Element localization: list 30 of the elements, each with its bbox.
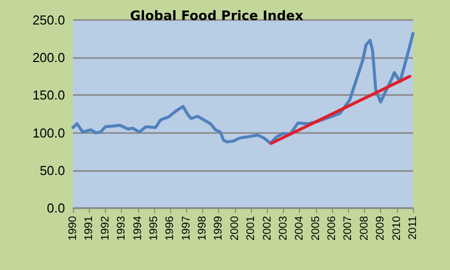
y-tick-label: 150.0 bbox=[32, 88, 65, 103]
x-tick-label: 2002 bbox=[261, 216, 274, 240]
y-tick-label: 250.0 bbox=[32, 12, 65, 28]
x-tick-label: 1997 bbox=[180, 216, 192, 240]
x-tick-label: 1993 bbox=[116, 216, 128, 240]
chart-title: Global Food Price Index bbox=[130, 9, 304, 24]
x-tick-label: 1998 bbox=[196, 216, 209, 240]
x-tick-label: 2005 bbox=[310, 216, 322, 240]
x-tick-label: 2000 bbox=[228, 216, 241, 240]
x-tick-label: 2001 bbox=[245, 216, 258, 240]
y-tick-label: 50.0 bbox=[40, 162, 65, 178]
x-tick-label: 2003 bbox=[277, 216, 290, 240]
x-tick-label: 1999 bbox=[212, 216, 225, 240]
line-series bbox=[72, 32, 414, 145]
x-tick-label: 1990 bbox=[67, 216, 79, 240]
y-tick-label: 200.0 bbox=[32, 50, 65, 66]
y-tick-label: 100.0 bbox=[32, 125, 65, 140]
x-tick-label: 2010 bbox=[390, 216, 403, 240]
x-tick-label: 1994 bbox=[132, 216, 144, 240]
x-tick-label: 2006 bbox=[326, 216, 338, 240]
x-tick-label: 2011 bbox=[407, 216, 419, 240]
y-tick-label: 0.0 bbox=[46, 200, 65, 216]
x-tick-label: 2004 bbox=[294, 216, 306, 240]
x-tick-label: 2009 bbox=[374, 216, 387, 240]
x-tick-label: 2007 bbox=[342, 216, 354, 240]
x-tick-label: 1992 bbox=[99, 216, 112, 240]
x-tick-label: 1995 bbox=[148, 216, 160, 240]
x-tick-label: 2008 bbox=[358, 216, 370, 240]
x-tick-label: 1991 bbox=[83, 216, 96, 240]
x-tick-label: 1996 bbox=[164, 216, 176, 240]
